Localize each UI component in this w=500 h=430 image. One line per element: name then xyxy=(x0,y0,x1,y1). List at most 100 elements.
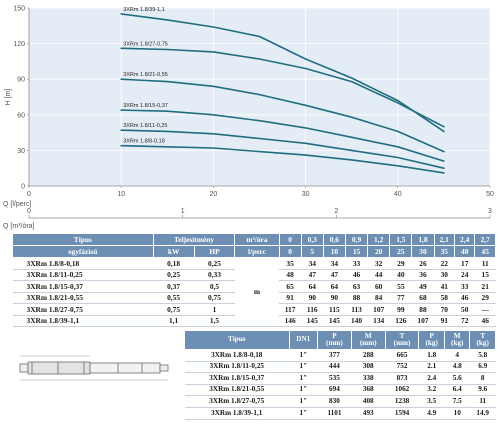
dimension-value-cell: 14.9 xyxy=(469,407,496,420)
pump-drawing xyxy=(19,355,169,381)
head-value-cell: 126 xyxy=(389,315,412,327)
power-hp-cell: 0,33 xyxy=(194,269,235,281)
header-phase: egyfázisú xyxy=(12,245,154,258)
series-point xyxy=(258,35,261,38)
series-line xyxy=(120,47,445,128)
header-flow-m3h: 1,5 xyxy=(389,233,413,246)
head-value-cell: 46 xyxy=(454,292,475,304)
head-value-cell: 21 xyxy=(474,280,496,293)
series-label: 3XRm 1.8/21-0,55 xyxy=(123,72,168,78)
head-value-cell: 107 xyxy=(367,303,390,316)
dimension-value-cell: 1062 xyxy=(385,384,419,397)
series-point xyxy=(258,94,261,96)
x2-tick-label: 1 xyxy=(181,208,185,215)
header-flow-m3h: 2,7 xyxy=(474,233,496,246)
series-point xyxy=(305,67,307,70)
header-flow-lmin: 0 xyxy=(278,245,302,258)
head-value-cell: 72 xyxy=(454,315,475,327)
dimension-value-cell: 5.6 xyxy=(444,372,470,385)
head-value-cell: 47 xyxy=(301,269,324,281)
x-tick-label: 40 xyxy=(394,191,402,198)
performance-header-top: Típus Teljesítmény m³/óra 0 0,3 0,6 0,9 … xyxy=(12,233,496,246)
x2-tick-label: 3 xyxy=(488,208,492,215)
power-kw-cell: 0,37 xyxy=(153,280,195,293)
table-row: 3XRm 1.8/8-0,18 0,18 0,25 m 35 34 34 33 32 29 26 22… xyxy=(12,257,496,327)
head-value-cell: 34 xyxy=(301,257,324,270)
header-flow-lmin: 30 xyxy=(411,245,435,258)
dimension-value-cell: 3.5 xyxy=(418,395,445,408)
dimension-value-cell: 444 xyxy=(317,361,352,374)
dimension-header-row: Típus DN1 P (mm) M (mm) T (mm) P (kg) M (kg) T … xyxy=(184,330,496,350)
x-tick-label: 50 xyxy=(486,191,494,198)
head-value-cell: 145 xyxy=(301,315,324,327)
dimension-value-cell: 308 xyxy=(351,361,386,374)
series-point xyxy=(212,85,214,87)
y-tick-label: 0 xyxy=(21,184,25,191)
head-value-cell: 15 xyxy=(474,269,496,281)
power-kw-cell: 0,75 xyxy=(153,303,195,316)
x-tick-label: 20 xyxy=(210,191,218,198)
header-flow-m3h: 2,1 xyxy=(433,233,455,246)
model-cell: 3XRm 1.8/8-0,18 xyxy=(184,349,290,362)
dimension-value-cell: 377 xyxy=(317,349,352,362)
x-tick-label: 10 xyxy=(117,191,125,198)
dimension-value-cell: 665 xyxy=(385,349,419,362)
series-label: 3XRm 1.8/15-0,37 xyxy=(123,103,168,109)
series-point xyxy=(397,130,399,133)
head-value-cell: 44 xyxy=(367,269,390,281)
series-point xyxy=(305,127,307,129)
head-value-cell: 33 xyxy=(454,280,475,293)
head-value-cell: 17 xyxy=(454,257,475,270)
head-value-cell: 33 xyxy=(345,257,368,270)
series-point xyxy=(305,104,307,106)
head-value-cell: 90 xyxy=(301,292,324,304)
dimension-value-cell: 1" xyxy=(289,372,318,385)
y-tick-label: 120 xyxy=(13,41,25,48)
y-tick-label: 60 xyxy=(17,112,25,119)
dimension-value-cell: 6.9 xyxy=(469,361,496,374)
series-point xyxy=(258,58,261,60)
head-value-cell: 30 xyxy=(434,269,455,281)
dimension-value-cell: 6.4 xyxy=(444,384,470,397)
power-kw-cell: 1,1 xyxy=(153,315,195,327)
table-row: 3XRm 1.8/15-0,37 1" 535 338 873 2.4 5.6 8 xyxy=(184,372,496,385)
power-hp-cell: 0,5 xyxy=(194,280,235,293)
header-type: Típus xyxy=(12,233,154,246)
dimension-value-cell: 1.8 xyxy=(418,349,445,362)
series-point xyxy=(351,136,353,138)
power-kw-cell: 0,25 xyxy=(153,269,195,281)
head-value-cell: 46 xyxy=(345,269,368,281)
head-value-cell: 117 xyxy=(279,303,302,316)
table-row: 3XRm 1.8/11-0,25 1" 444 308 752 2.1 4.8 6.9 xyxy=(184,361,496,374)
head-value-cell: 113 xyxy=(345,303,368,316)
head-value-cell: 64 xyxy=(323,280,346,293)
model-cell: 3XRm 1.8/27-0,75 xyxy=(184,395,290,408)
head-value-cell: 65 xyxy=(279,280,302,293)
series-point xyxy=(258,137,261,140)
header-power: Teljesítmény xyxy=(152,233,236,246)
table-row: 3XRm 1.8/39-1,1 1" 1101 493 1594 4.9 10 14.9 xyxy=(184,407,496,420)
model-cell: 3XRm 1.8/39-1,1 xyxy=(184,407,290,420)
head-value-cell: 88 xyxy=(345,292,368,304)
series-point xyxy=(443,172,445,174)
dimension-value-cell: 10 xyxy=(444,407,470,420)
model-cell: 3XRm 1.8/11-0,25 xyxy=(12,269,154,281)
head-value-cell: 64 xyxy=(301,280,324,293)
head-value-cell: 29 xyxy=(389,257,412,270)
dimension-header-cell: Típus xyxy=(184,330,290,350)
power-hp-cell: 0,75 xyxy=(194,292,235,304)
head-value-cell: 36 xyxy=(411,269,435,281)
dimension-value-cell: 4.8 xyxy=(444,361,470,374)
head-value-cell: 49 xyxy=(411,280,435,293)
series-point xyxy=(212,51,214,53)
head-value-cell: 46 xyxy=(474,315,496,327)
series-point xyxy=(351,116,353,118)
series-point xyxy=(443,160,445,162)
series-point xyxy=(351,159,353,161)
header-flow-m3h: 0,6 xyxy=(322,233,346,246)
series-point xyxy=(120,145,122,147)
head-value-cell: 35 xyxy=(279,257,302,270)
series-point xyxy=(166,130,168,133)
series-point xyxy=(258,150,261,153)
